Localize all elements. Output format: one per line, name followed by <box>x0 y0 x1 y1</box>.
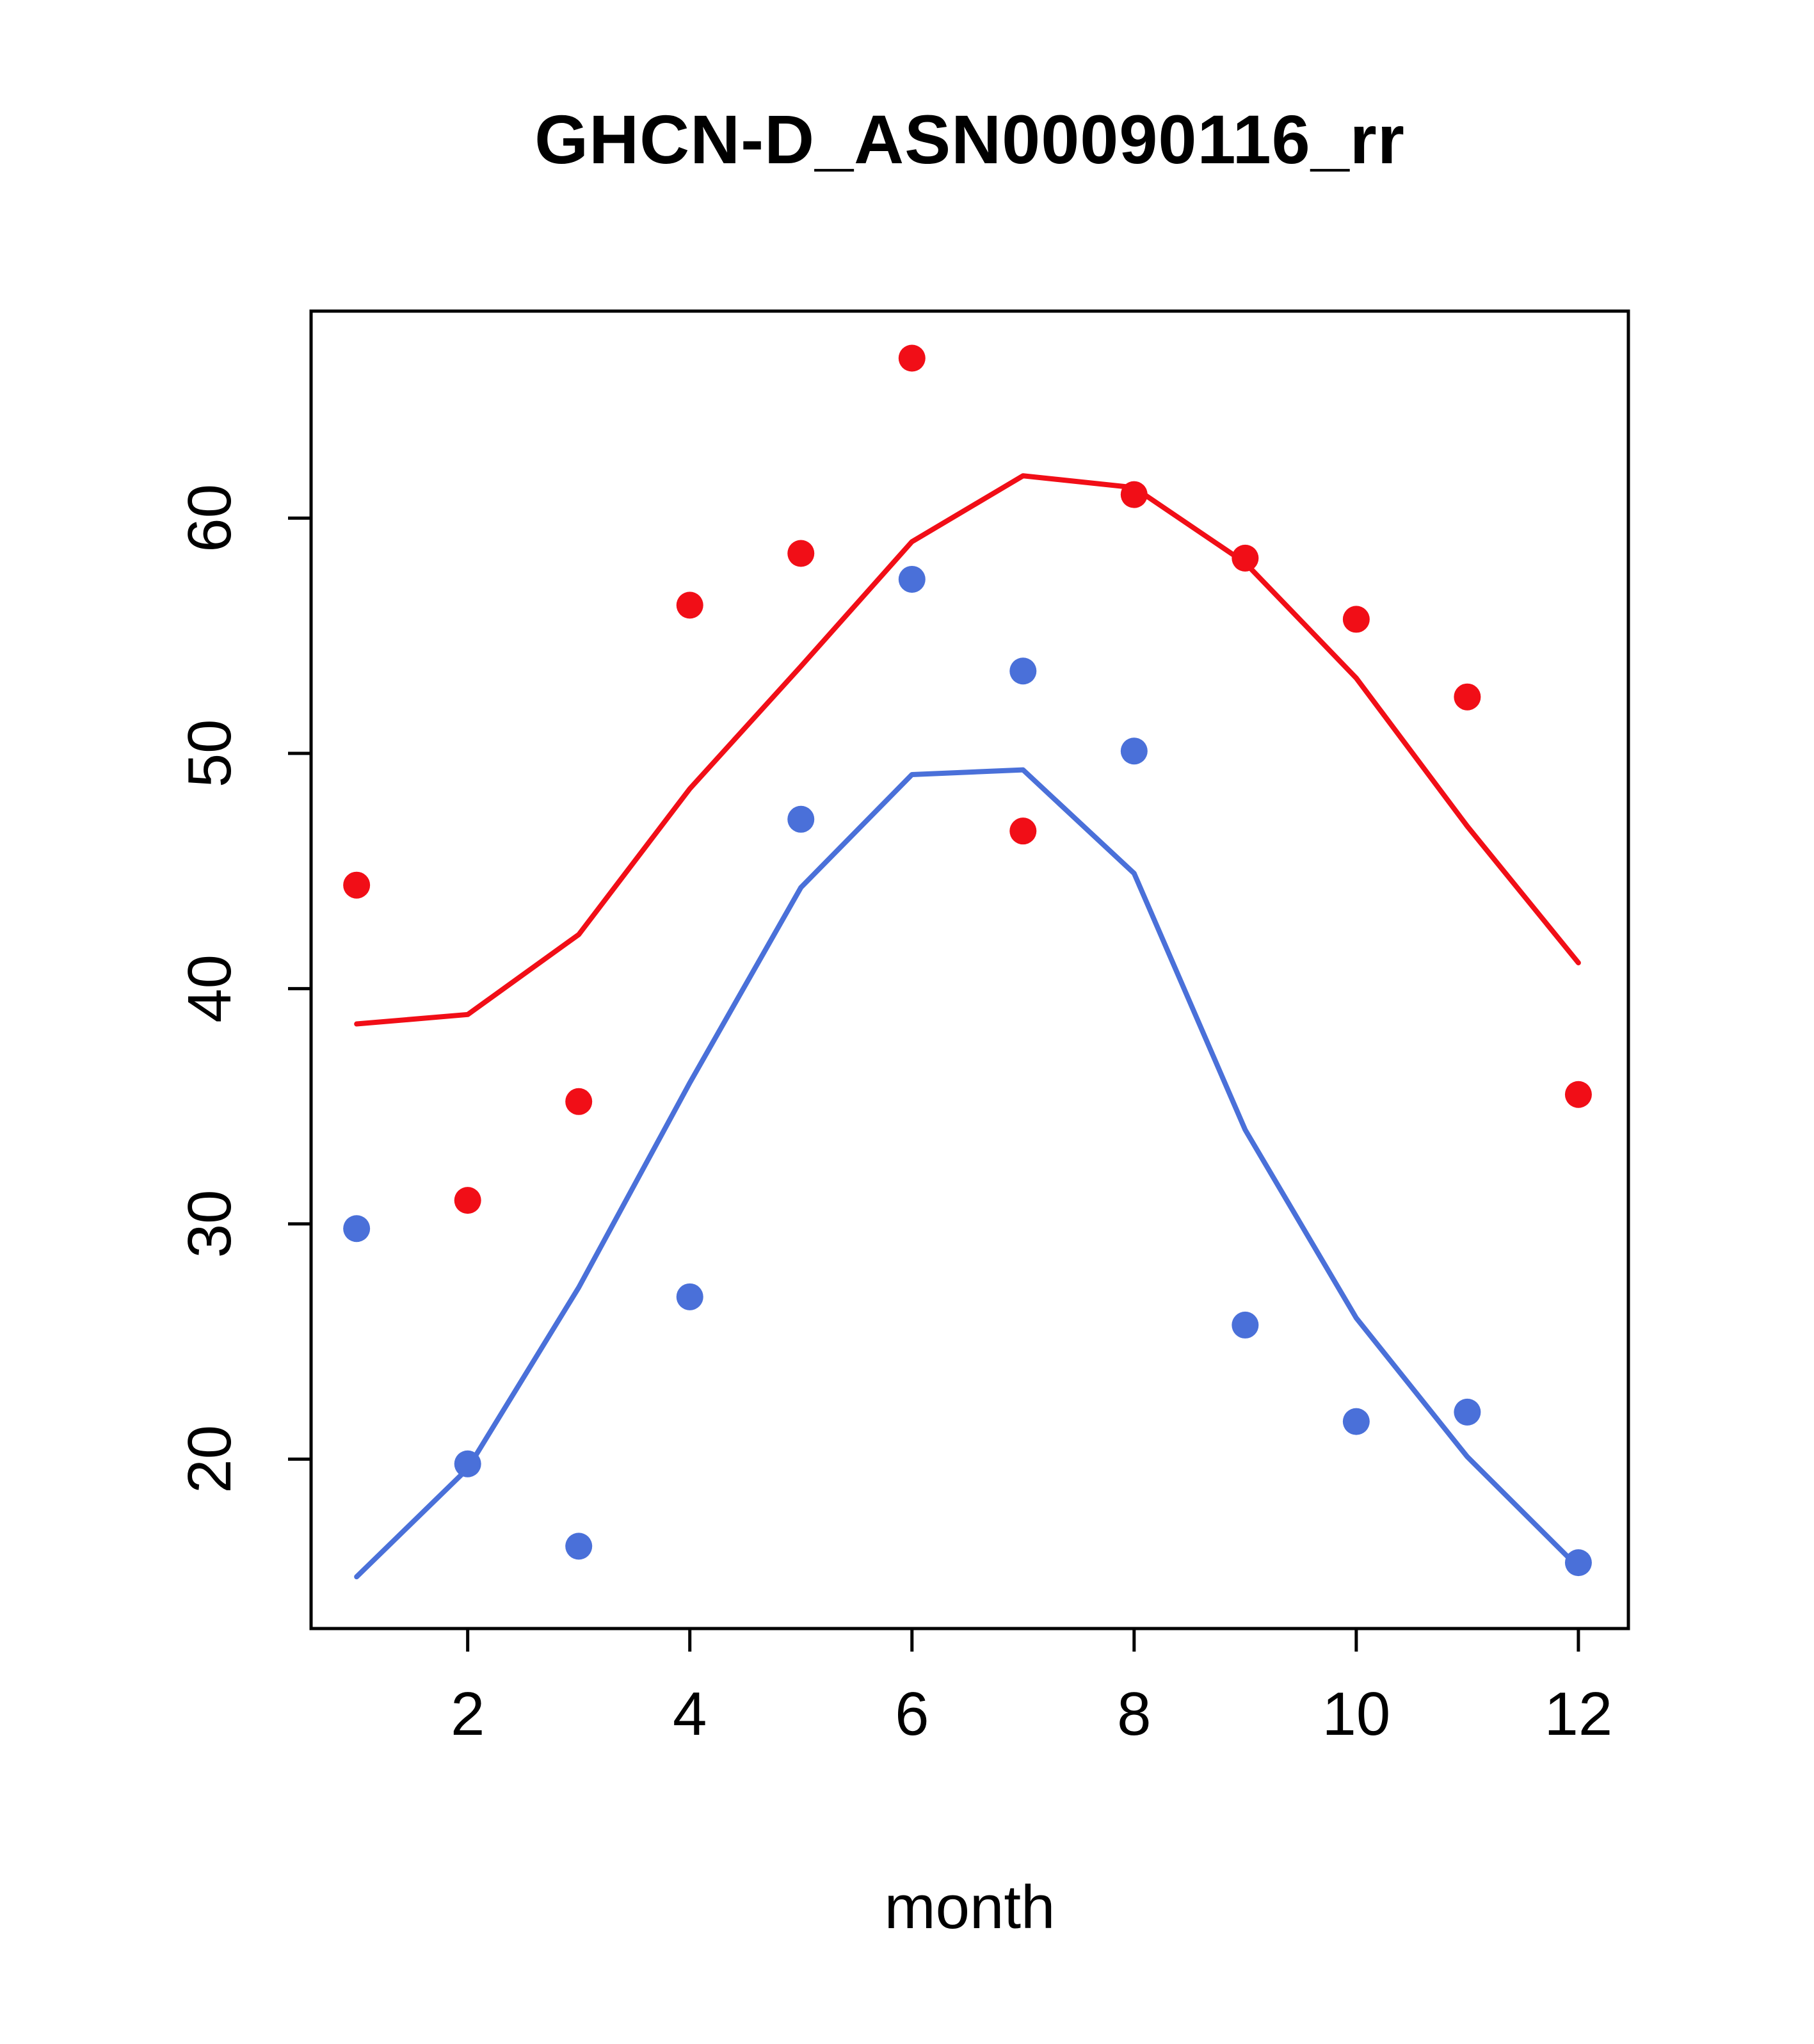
blue-monthly-points-marker <box>898 565 926 593</box>
blue-monthly-points-marker <box>454 1450 481 1477</box>
x-tick-label: 4 <box>673 1680 707 1748</box>
blue-monthly-points-marker <box>787 805 815 833</box>
blue-monthly-points-marker <box>1564 1549 1592 1577</box>
red-monthly-points-marker <box>1232 544 1259 572</box>
blue-monthly-points-marker <box>565 1533 593 1560</box>
y-tick-label: 40 <box>175 954 244 1023</box>
x-tick-label: 12 <box>1545 1680 1613 1748</box>
red-monthly-points-marker <box>1454 683 1481 711</box>
blue-monthly-points-marker <box>1009 657 1037 685</box>
red-monthly-points-marker <box>1564 1081 1592 1108</box>
chart-title: GHCN-D_ASN00090116_rr <box>534 101 1405 178</box>
y-tick-label: 30 <box>175 1190 244 1259</box>
red-smoothed-line <box>354 473 1581 1027</box>
blue-monthly-points-marker <box>1342 1408 1370 1435</box>
red-monthly-points-marker <box>898 344 926 372</box>
y-tick-label: 50 <box>175 720 244 788</box>
red-monthly-points-marker <box>787 540 815 567</box>
y-tick-label: 20 <box>175 1425 244 1493</box>
red-monthly-points-marker <box>343 871 371 899</box>
y-tick-label: 60 <box>175 484 244 552</box>
red-monthly-points-marker <box>676 591 703 619</box>
blue-monthly-points-marker <box>1232 1311 1259 1339</box>
red-monthly-points-marker <box>1120 481 1148 508</box>
blue-monthly-points-marker <box>1454 1398 1481 1426</box>
blue-smoothed-line <box>354 767 1581 1580</box>
red-monthly-points-marker <box>1009 817 1037 845</box>
plot-box <box>309 309 1630 1630</box>
blue-monthly-points-marker <box>676 1283 703 1310</box>
x-axis-label: month <box>884 1873 1055 1942</box>
blue-monthly-points-marker <box>1120 737 1148 765</box>
red-monthly-points-marker <box>454 1187 481 1214</box>
x-tick-label: 8 <box>1117 1680 1151 1748</box>
red-monthly-points-marker <box>1342 606 1370 633</box>
blue-monthly-points-marker <box>343 1215 371 1243</box>
red-monthly-points-marker <box>565 1088 593 1115</box>
x-tick-label: 6 <box>895 1680 929 1748</box>
x-tick-label: 2 <box>451 1680 485 1748</box>
x-tick-label: 10 <box>1322 1680 1390 1748</box>
